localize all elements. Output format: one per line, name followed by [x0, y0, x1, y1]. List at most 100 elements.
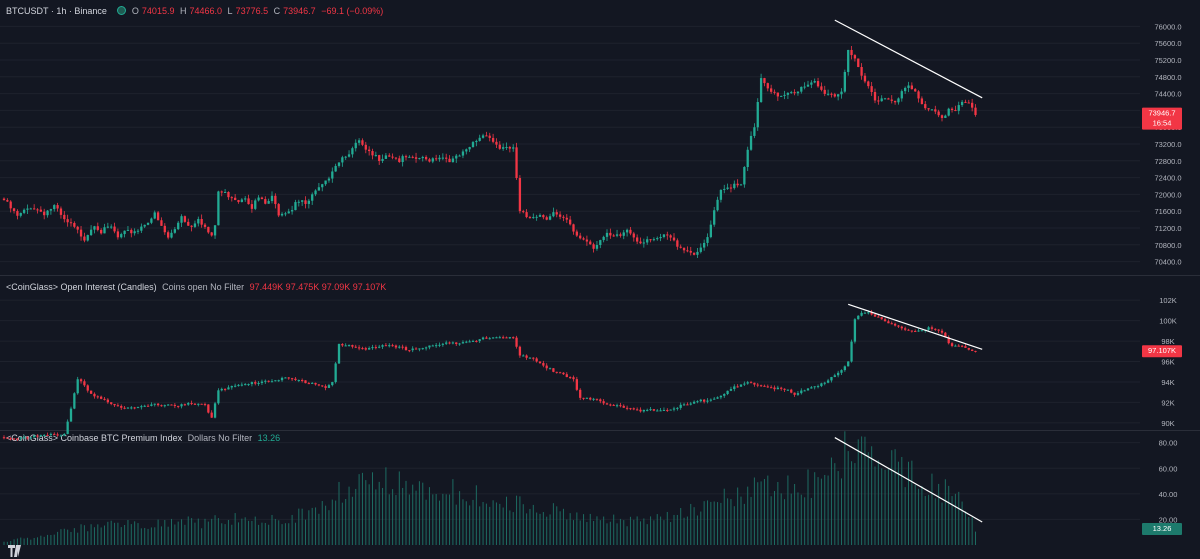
candle — [404, 156, 408, 158]
premium-bar — [774, 490, 775, 545]
candle — [672, 408, 676, 410]
candle — [404, 347, 408, 351]
candle — [736, 386, 739, 388]
candle — [579, 389, 582, 398]
premium-bar — [30, 539, 32, 545]
y-tick-label: 70400.0 — [1154, 258, 1181, 267]
candle — [950, 108, 954, 111]
premium-bar — [797, 492, 799, 545]
premium-bar — [586, 522, 588, 545]
premium-bar — [887, 468, 889, 545]
candle — [455, 155, 458, 159]
candle — [73, 223, 76, 227]
candle — [378, 346, 381, 348]
premium-bar — [717, 502, 719, 545]
candle — [411, 156, 414, 158]
premium-bar — [881, 468, 883, 545]
candle — [475, 340, 478, 342]
premium-bar — [140, 528, 142, 545]
premium-bar — [251, 520, 253, 545]
symbol-title[interactable]: BTCUSDT · 1h · Binance — [6, 6, 107, 16]
premium-bar — [331, 499, 333, 545]
premium-bar — [177, 521, 179, 545]
candle — [558, 372, 562, 374]
premium-bar — [650, 516, 652, 545]
premium-bar — [341, 502, 343, 545]
candle — [686, 250, 689, 252]
candle — [505, 146, 508, 148]
candle — [548, 368, 552, 370]
premium-bar — [834, 463, 836, 545]
price-trendline — [834, 19, 983, 99]
premium-bar — [800, 494, 802, 545]
candle — [944, 115, 947, 118]
candle — [830, 377, 833, 381]
candle — [120, 234, 123, 238]
premium-bar — [827, 475, 829, 545]
candle — [900, 91, 903, 99]
premium-title[interactable]: <CoinGlass> Coinbase BTC Premium Index — [6, 433, 183, 443]
candle — [632, 233, 635, 238]
premium-bar — [301, 508, 303, 545]
premium-bar — [509, 510, 511, 545]
premium-bar — [325, 505, 327, 545]
candle — [860, 312, 863, 316]
candle — [803, 86, 806, 88]
premium-bar — [542, 512, 544, 545]
candle — [438, 157, 441, 160]
candle — [639, 409, 642, 412]
premium-bar — [80, 524, 82, 545]
premium-bar — [924, 495, 926, 545]
premium-bar — [626, 526, 628, 545]
candle — [374, 347, 377, 349]
candle — [180, 404, 183, 407]
candle — [870, 86, 873, 93]
candle — [508, 146, 511, 149]
candle — [609, 232, 612, 236]
y-tick-label: 98K — [1161, 337, 1174, 346]
candle — [250, 204, 254, 209]
tradingview-logo-icon[interactable] — [8, 545, 24, 557]
candle — [713, 398, 716, 400]
candle — [682, 247, 686, 251]
candle — [890, 323, 893, 325]
premium-bar — [861, 436, 863, 545]
premium-bar — [911, 460, 913, 545]
candle — [287, 211, 290, 214]
oi-title[interactable]: <CoinGlass> Open Interest (Candles) — [6, 282, 157, 292]
premium-bar — [784, 499, 786, 545]
candle — [418, 158, 421, 160]
premium-bar — [57, 531, 59, 545]
candle — [964, 101, 967, 103]
premium-bar — [944, 479, 946, 545]
premium-bar — [918, 488, 920, 545]
candle — [840, 91, 843, 95]
premium-bar — [244, 517, 246, 545]
candle — [585, 239, 589, 242]
candle — [458, 155, 461, 157]
candle — [297, 201, 300, 203]
candle — [525, 212, 528, 218]
candle — [193, 403, 197, 405]
candle — [197, 219, 200, 224]
candle — [749, 135, 753, 150]
candle — [502, 337, 505, 339]
candle — [927, 327, 930, 330]
candle — [314, 190, 317, 195]
candle — [518, 346, 522, 356]
premium-bar — [442, 493, 444, 545]
premium-bar — [214, 515, 216, 545]
premium-bar — [3, 541, 5, 545]
candle — [592, 244, 595, 249]
candle — [703, 242, 706, 248]
candle — [83, 381, 86, 386]
candle — [947, 108, 950, 116]
low-label: L — [227, 6, 233, 16]
premium-bar — [512, 512, 514, 545]
candle — [217, 390, 220, 404]
candle — [803, 390, 806, 392]
premium-bar — [107, 521, 109, 545]
premium-bar — [814, 472, 816, 545]
candle — [183, 216, 187, 222]
